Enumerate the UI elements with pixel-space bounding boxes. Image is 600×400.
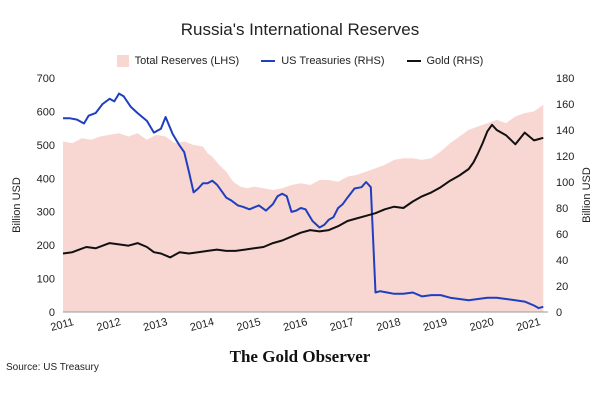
legend-swatch-us-treasuries bbox=[261, 60, 276, 62]
y-right-tick-label: 60 bbox=[556, 229, 568, 241]
x-tick-label: 2018 bbox=[375, 316, 402, 334]
y-right-tick-label: 140 bbox=[556, 125, 574, 137]
y-left-tick-label: 200 bbox=[37, 240, 55, 252]
legend-label-gold: Gold (RHS) bbox=[426, 55, 484, 67]
x-tick-label: 2016 bbox=[282, 316, 309, 334]
y-right-axis-title: Billion USD bbox=[581, 167, 593, 223]
y-right-tick-label: 100 bbox=[556, 177, 574, 189]
x-tick-label: 2021 bbox=[515, 316, 542, 334]
legend-item-us-treasuries: US Treasuries (RHS) bbox=[261, 55, 385, 67]
x-tick-label: 2013 bbox=[142, 316, 169, 334]
y-left-tick-label: 400 bbox=[37, 173, 55, 185]
x-tick-label: 2015 bbox=[235, 316, 262, 334]
y-right-tick-label: 0 bbox=[556, 307, 562, 319]
legend-swatch-gold bbox=[406, 60, 421, 62]
y-left-tick-label: 0 bbox=[49, 307, 55, 319]
series-line-gold-rhs bbox=[62, 123, 544, 259]
y-right-tick-label: 120 bbox=[556, 151, 574, 163]
y-right-tick-label: 80 bbox=[556, 203, 568, 215]
y-left-axis-title: Billion USD bbox=[11, 177, 23, 233]
x-tick-label: 2011 bbox=[49, 316, 75, 334]
y-right-tick-label: 160 bbox=[556, 99, 574, 111]
y-right-tick-label: 20 bbox=[556, 281, 568, 293]
legend-label-us-treasuries: US Treasuries (RHS) bbox=[281, 55, 385, 67]
legend-label-total-reserves: Total Reserves (LHS) bbox=[134, 55, 240, 67]
legend-swatch-total-reserves bbox=[116, 55, 129, 67]
chart-legend: Total Reserves (LHS) US Treasuries (RHS)… bbox=[0, 55, 600, 67]
brand-logo-text: The Gold Observer bbox=[229, 347, 371, 366]
series-line-us-treasuries-rhs bbox=[63, 92, 544, 310]
legend-item-gold: Gold (RHS) bbox=[406, 55, 484, 67]
y-left-tick-label: 100 bbox=[37, 274, 55, 286]
x-tick-label: 2012 bbox=[95, 316, 122, 334]
x-tick-label: 2017 bbox=[329, 316, 356, 334]
y-right-tick-label: 40 bbox=[556, 255, 568, 267]
y-right-tick-label: 180 bbox=[556, 73, 574, 85]
x-tick-label: 2020 bbox=[469, 316, 496, 334]
y-left-tick-label: 500 bbox=[37, 140, 55, 152]
y-left-tick-label: 700 bbox=[37, 73, 55, 85]
x-tick-label: 2014 bbox=[189, 316, 216, 334]
legend-item-total-reserves: Total Reserves (LHS) bbox=[116, 55, 240, 67]
y-left-tick-label: 600 bbox=[37, 106, 55, 118]
x-tick-label: 2019 bbox=[422, 316, 449, 334]
chart-title: Russia's International Reserves bbox=[180, 20, 420, 39]
y-left-tick-label: 300 bbox=[37, 207, 55, 219]
source-note: Source: US Treasury bbox=[6, 362, 99, 373]
